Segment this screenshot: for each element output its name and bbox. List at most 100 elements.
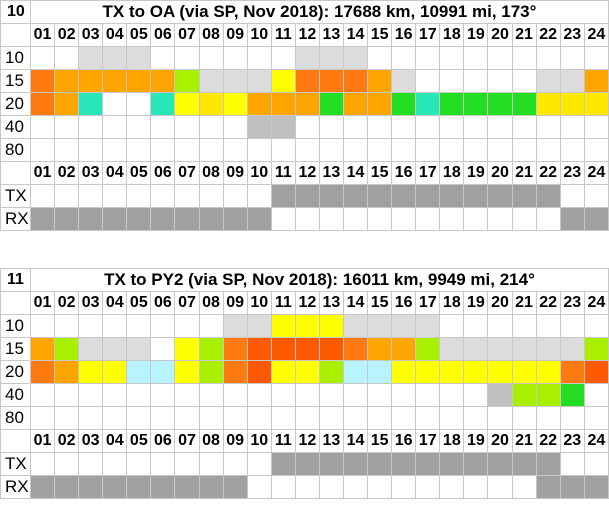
hour-label: 16 xyxy=(391,161,417,185)
hour-label: 03 xyxy=(78,23,104,47)
forecast-cell xyxy=(415,452,441,476)
row-label: RX xyxy=(0,207,31,231)
forecast-cell xyxy=(318,452,344,476)
forecast-cell xyxy=(318,92,344,116)
forecast-cell xyxy=(583,452,609,476)
corner-cell xyxy=(0,291,31,315)
forecast-cell xyxy=(102,138,128,162)
forecast-cell xyxy=(415,46,441,70)
hour-label: 16 xyxy=(391,291,417,315)
forecast-cell xyxy=(535,92,561,116)
forecast-cell xyxy=(583,337,609,361)
hour-label: 24 xyxy=(583,161,609,185)
forecast-cell xyxy=(78,383,104,407)
forecast-cell xyxy=(463,314,489,338)
forecast-cell xyxy=(78,115,104,139)
forecast-cell xyxy=(198,337,224,361)
forecast-cell xyxy=(415,360,441,384)
forecast-cell xyxy=(150,337,176,361)
forecast-cell xyxy=(198,314,224,338)
hour-label: 12 xyxy=(294,291,320,315)
forecast-cell xyxy=(559,383,585,407)
hour-label: 04 xyxy=(102,291,128,315)
forecast-cell xyxy=(415,406,441,430)
hour-label: 16 xyxy=(391,23,417,47)
forecast-cell xyxy=(270,207,296,231)
forecast-cell xyxy=(222,46,248,70)
hour-label: 10 xyxy=(246,291,272,315)
forecast-cell xyxy=(342,360,369,384)
forecast-cell xyxy=(270,184,296,208)
forecast-cell xyxy=(487,46,513,70)
hour-label: 18 xyxy=(439,23,465,47)
forecast-cell xyxy=(174,207,200,231)
row-label: 80 xyxy=(0,406,31,430)
hour-label: 11 xyxy=(270,291,296,315)
hour-label: 07 xyxy=(174,23,200,47)
forecast-cell xyxy=(463,184,489,208)
forecast-cell xyxy=(126,360,152,384)
forecast-cell xyxy=(487,138,513,162)
forecast-cell xyxy=(174,337,200,361)
forecast-cell xyxy=(126,138,152,162)
forecast-cell xyxy=(583,138,609,162)
forecast-cell xyxy=(367,383,393,407)
hour-label: 04 xyxy=(102,23,128,47)
forecast-cell xyxy=(463,406,489,430)
forecast-cell xyxy=(126,337,152,361)
forecast-cell xyxy=(54,138,80,162)
hour-label: 06 xyxy=(150,291,176,315)
hour-header-row: 01 02 03 04 05 06 07 08 09 10 11 12 13 14 15 16 17 18 19 20… xyxy=(0,161,609,185)
forecast-cell xyxy=(511,138,537,162)
forecast-cell xyxy=(294,207,320,231)
forecast-cell xyxy=(318,406,344,430)
hour-label: 21 xyxy=(511,23,537,47)
forecast-cell xyxy=(29,475,56,499)
forecast-cell xyxy=(511,92,537,116)
forecast-cell xyxy=(126,69,152,93)
forecast-cell xyxy=(150,452,176,476)
row-label: 15 xyxy=(0,69,31,93)
hour-label: 07 xyxy=(174,161,200,185)
forecast-cell xyxy=(174,360,200,384)
forecast-cell xyxy=(463,115,489,139)
forecast-cell xyxy=(174,475,200,499)
panel-index: 11 xyxy=(0,268,31,292)
forecast-cell xyxy=(102,360,128,384)
hour-label: 01 xyxy=(29,429,56,453)
forecast-cell xyxy=(222,406,248,430)
hour-label: 11 xyxy=(270,23,296,47)
forecast-cell xyxy=(367,337,393,361)
forecast-cell xyxy=(391,360,417,384)
forecast-cell xyxy=(174,452,200,476)
forecast-cell xyxy=(487,383,513,407)
forecast-cell xyxy=(29,207,56,231)
forecast-cell xyxy=(102,46,128,70)
forecast-cell xyxy=(318,360,344,384)
forecast-cell xyxy=(367,475,393,499)
forecast-cell xyxy=(511,406,537,430)
forecast-cell xyxy=(415,115,441,139)
forecast-cell xyxy=(198,452,224,476)
forecast-cell xyxy=(583,92,609,116)
forecast-cell xyxy=(246,138,272,162)
forecast-cell xyxy=(559,92,585,116)
forecast-cell xyxy=(535,337,561,361)
forecast-cell xyxy=(78,207,104,231)
forecast-cell xyxy=(102,92,128,116)
row-label: 20 xyxy=(0,360,31,384)
forecast-cell xyxy=(54,92,80,116)
forecast-cell xyxy=(439,138,465,162)
forecast-cell xyxy=(294,383,320,407)
forecast-cell xyxy=(535,475,561,499)
forecast-cell xyxy=(294,475,320,499)
hour-label: 20 xyxy=(487,23,513,47)
forecast-cell xyxy=(29,69,56,93)
forecast-cell xyxy=(270,138,296,162)
forecast-cell xyxy=(391,314,417,338)
forecast-cell xyxy=(463,92,489,116)
forecast-cell xyxy=(583,406,609,430)
forecast-cell xyxy=(54,452,80,476)
forecast-cell xyxy=(559,69,585,93)
forecast-cell xyxy=(583,184,609,208)
